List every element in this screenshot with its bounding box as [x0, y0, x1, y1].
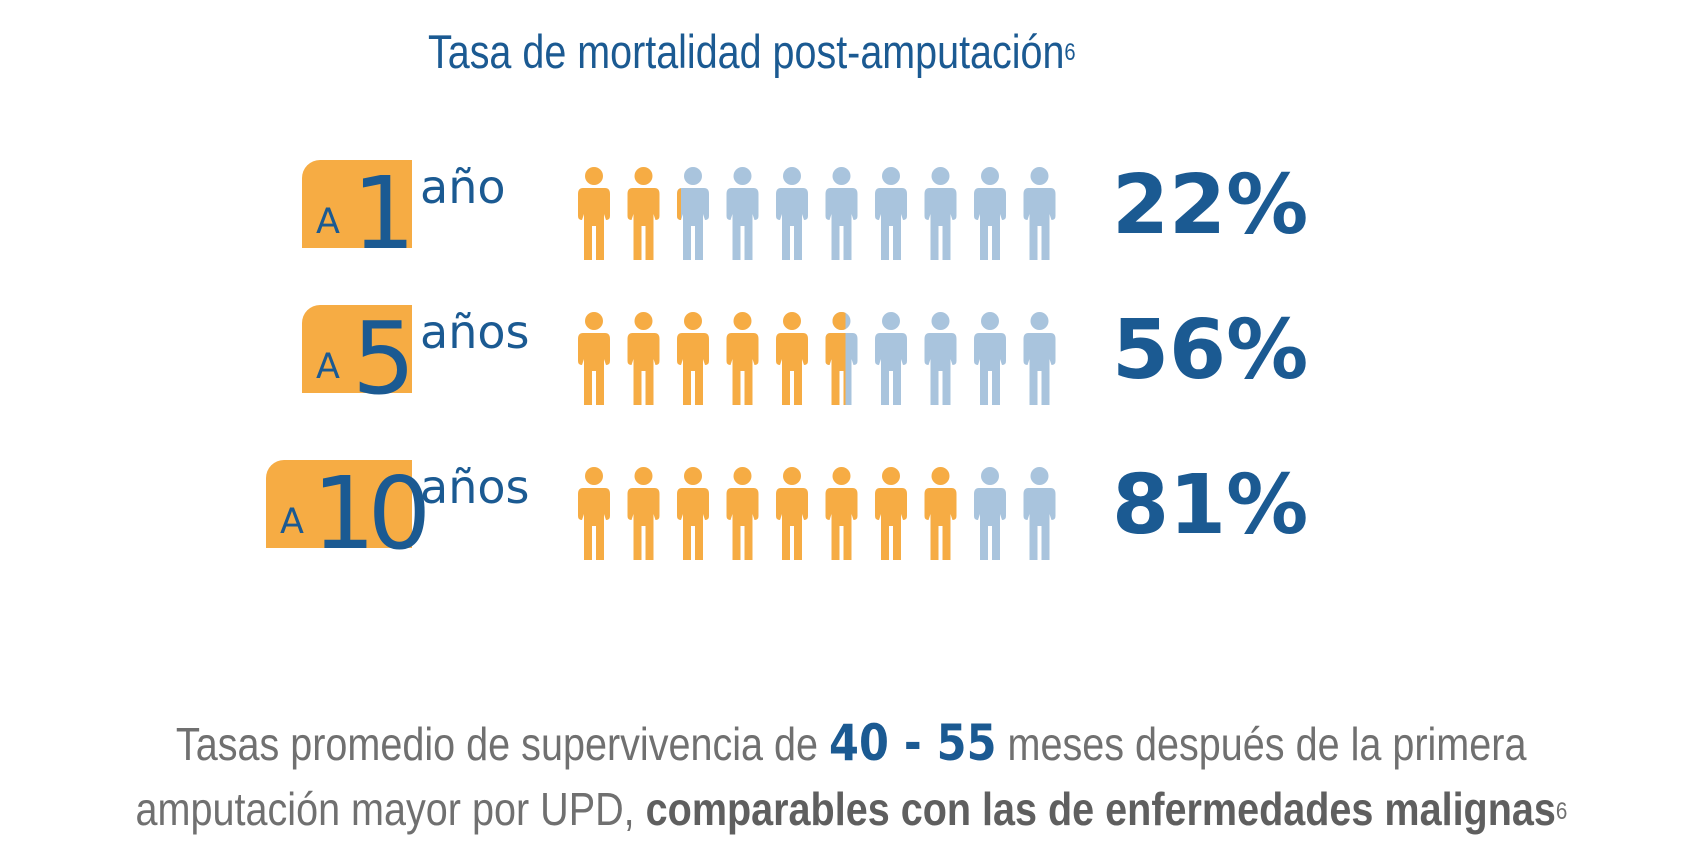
person-icon: [776, 167, 808, 260]
chart-title-text: Tasa de mortalidad post-amputación: [428, 25, 1065, 78]
person-icon: [974, 167, 1006, 260]
person-icon: [776, 312, 808, 405]
person-icon: [578, 312, 610, 405]
chart-title: Tasa de mortalidad post-amputación6: [428, 24, 1184, 79]
person-icon: [825, 167, 858, 260]
person-icon: [726, 167, 759, 260]
footer-line-2: amputación mayor por UPD, comparables co…: [0, 782, 1702, 836]
person-icon: [924, 167, 957, 260]
row-1-year: A 1 año 22%: [0, 158, 1702, 264]
person-icon: [825, 467, 858, 560]
person-icon: [825, 312, 858, 405]
period-prefix: A: [316, 202, 340, 242]
period-number: 5: [352, 300, 416, 417]
person-icon: [726, 312, 759, 405]
period-badge: A 1: [302, 160, 416, 264]
people-pictogram: [578, 467, 1056, 560]
footer-line-1: Tasas promedio de supervivencia de 40 - …: [0, 714, 1702, 772]
percent-value: 22%: [1112, 158, 1309, 253]
percent-value: 56%: [1112, 303, 1309, 398]
footer-text: Tasas promedio de supervivencia de: [175, 718, 829, 770]
person-icon: [627, 312, 660, 405]
person-icon: [677, 312, 709, 405]
percent-value: 81%: [1112, 458, 1309, 553]
footer-reference: 6: [1555, 798, 1567, 825]
footer-text: meses después de la primera: [996, 718, 1527, 770]
person-icon: [677, 167, 709, 260]
person-icon: [1023, 312, 1056, 405]
person-icon: [1023, 167, 1056, 260]
period-prefix: A: [280, 502, 304, 542]
period-unit: años: [420, 305, 530, 359]
person-icon: [875, 467, 907, 560]
person-icon: [974, 467, 1006, 560]
footer-text: amputación mayor por UPD,: [135, 783, 646, 835]
period-badge: A 10: [266, 460, 431, 564]
people-pictogram: [578, 312, 1056, 405]
period-number: 1: [352, 155, 416, 272]
person-icon: [875, 312, 907, 405]
row-5-years: A 5 años 56%: [0, 303, 1702, 409]
period-unit: años: [420, 460, 530, 514]
person-icon: [974, 312, 1006, 405]
person-icon: [924, 312, 957, 405]
row-10-years: A 10 años 81%: [0, 458, 1702, 564]
person-icon: [627, 467, 660, 560]
person-icon: [924, 467, 957, 560]
footer-line-2-text: amputación mayor por UPD, comparables co…: [135, 782, 1567, 836]
people-pictogram: [578, 167, 1056, 260]
person-icon: [578, 167, 610, 260]
period-prefix: A: [316, 347, 340, 387]
survival-range-highlight: 40 - 55: [828, 714, 997, 772]
period-badge: A 5: [302, 305, 416, 409]
footer-bold-text: comparables con las de enfermedades mali…: [645, 783, 1556, 835]
title-reference: 6: [1064, 39, 1076, 66]
person-icon: [726, 467, 759, 560]
person-icon: [677, 467, 709, 560]
period-unit: año: [420, 160, 506, 214]
period-number: 10: [312, 455, 431, 572]
footer-line-1-text: Tasas promedio de supervivencia de 40 - …: [176, 714, 1527, 772]
person-icon: [875, 167, 907, 260]
person-icon: [1023, 467, 1056, 560]
person-icon: [776, 467, 808, 560]
person-icon: [578, 467, 610, 560]
person-icon: [627, 167, 660, 260]
